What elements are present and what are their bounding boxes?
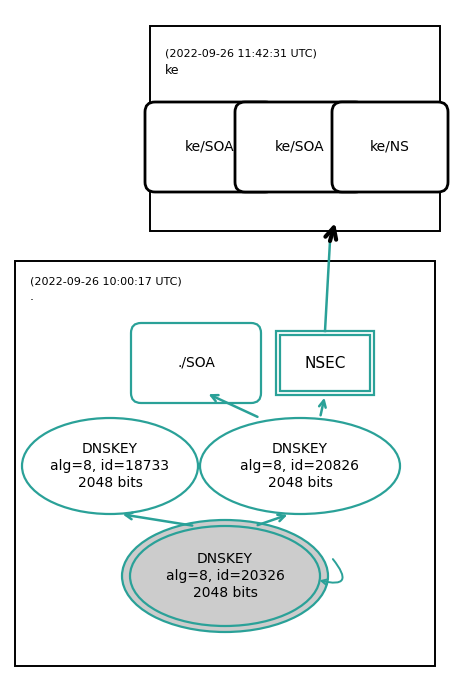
Text: .: . [30,289,34,302]
Text: ./SOA: ./SOA [177,356,215,370]
Ellipse shape [122,520,328,632]
Text: ke/NS: ke/NS [370,140,410,154]
Text: ke/SOA: ke/SOA [275,140,325,154]
FancyBboxPatch shape [276,331,374,395]
Ellipse shape [130,526,320,626]
Text: DNSKEY
alg=8, id=20826
2048 bits: DNSKEY alg=8, id=20826 2048 bits [240,442,359,490]
FancyBboxPatch shape [235,102,365,192]
Ellipse shape [200,418,400,514]
Text: ke: ke [165,65,179,78]
Text: NSEC: NSEC [304,355,345,370]
Text: DNSKEY
alg=8, id=20326
2048 bits: DNSKEY alg=8, id=20326 2048 bits [166,552,285,600]
Text: ke/SOA: ke/SOA [185,140,235,154]
FancyBboxPatch shape [15,261,435,666]
FancyBboxPatch shape [332,102,448,192]
FancyBboxPatch shape [145,102,275,192]
FancyBboxPatch shape [150,26,440,231]
FancyBboxPatch shape [131,323,261,403]
Text: DNSKEY
alg=8, id=18733
2048 bits: DNSKEY alg=8, id=18733 2048 bits [51,442,170,490]
Text: (2022-09-26 10:00:17 UTC): (2022-09-26 10:00:17 UTC) [30,276,182,286]
Ellipse shape [22,418,198,514]
Text: (2022-09-26 11:42:31 UTC): (2022-09-26 11:42:31 UTC) [165,48,317,58]
FancyBboxPatch shape [280,335,370,391]
